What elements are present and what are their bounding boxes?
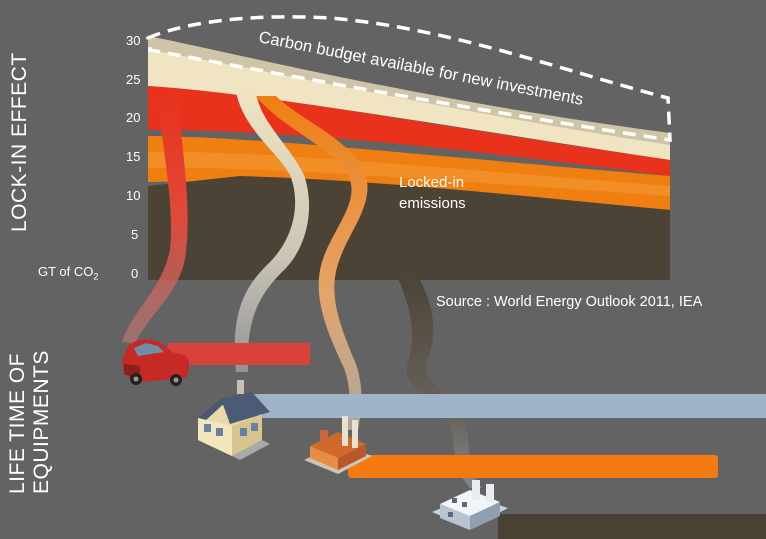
lifetime-label-line2: EQUIPMENTS xyxy=(30,350,53,494)
house-icon xyxy=(198,380,270,460)
y-tick-15: 15 xyxy=(126,149,140,164)
locked-in-emissions-label: Locked-in emissions xyxy=(399,172,466,214)
y-axis-unit-text: GT of CO xyxy=(38,264,94,279)
y-tick-20: 20 xyxy=(126,110,140,125)
y-axis: 30 25 20 15 10 5 0 xyxy=(126,33,140,281)
band-tan xyxy=(148,36,670,152)
ribbon-plant xyxy=(395,272,482,488)
band-cream xyxy=(148,50,670,160)
lock-in-effect-label: LOCK-IN EFFECT xyxy=(8,52,31,232)
band-orange-light xyxy=(148,151,670,196)
ribbon-factory xyxy=(256,96,368,430)
ribbon-car xyxy=(122,92,188,344)
source-note: Source : World Energy Outlook 2011, IEA xyxy=(436,294,703,310)
factory-lifetime-bar xyxy=(348,455,718,478)
locked-in-line2: emissions xyxy=(399,195,466,212)
lifetime-bars xyxy=(168,343,766,539)
power-plant-icon xyxy=(432,480,508,530)
ribbon-house xyxy=(234,92,310,372)
y-tick-5: 5 xyxy=(131,227,138,242)
emission-ribbons xyxy=(122,92,482,488)
locked-in-line1: Locked-in xyxy=(399,174,465,191)
plant-lifetime-bar xyxy=(498,514,766,539)
y-tick-0: 0 xyxy=(131,266,138,281)
lifetime-label-line1: LIFE TIME OF xyxy=(6,353,29,494)
house-lifetime-bar xyxy=(246,394,766,418)
y-axis-unit-subscript: 2 xyxy=(93,271,99,282)
y-tick-10: 10 xyxy=(126,188,140,203)
carbon-budget-outline xyxy=(146,15,672,143)
car-icon xyxy=(122,339,189,386)
y-axis-unit: GT of CO2 xyxy=(38,264,98,282)
y-tick-30: 30 xyxy=(126,33,140,48)
car-lifetime-bar xyxy=(168,343,310,365)
factory-icon xyxy=(304,416,372,474)
y-tick-25: 25 xyxy=(126,72,140,87)
